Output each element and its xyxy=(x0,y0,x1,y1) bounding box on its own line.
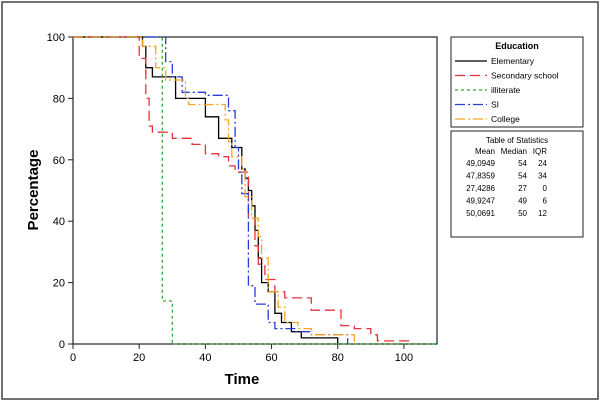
legend-label: SI xyxy=(491,100,499,110)
series-line-secondary-school xyxy=(73,36,412,344)
y-tick-label: 80 xyxy=(53,93,65,105)
axis-layer: 0 20 40 60 80 100 0 20 40 60 80 100 xyxy=(47,32,413,364)
series-line-elementary xyxy=(73,36,339,344)
stats-cell: 34 xyxy=(538,172,547,181)
stats-cell: 12 xyxy=(538,209,547,218)
stats-cell: 49,0949 xyxy=(466,159,495,168)
x-tick-label: 80 xyxy=(332,352,344,364)
legend-box xyxy=(450,36,584,128)
x-axis-label: Time xyxy=(225,371,260,388)
stats-cell: 50,0691 xyxy=(466,209,495,218)
y-axis-label: Percentage xyxy=(25,150,42,231)
stats-cell: 49 xyxy=(518,197,527,206)
x-tick-label: 60 xyxy=(265,352,277,364)
stats-rows: Mean Median IQR 49,0949 54 24 47,8359 54 34 27,42… xyxy=(466,147,547,218)
stats-cell: 27 xyxy=(518,184,527,193)
plot-area xyxy=(72,36,438,345)
legend-entries: Elementary Secondary school illiterate SI Co… xyxy=(455,56,559,124)
stats-header: Median xyxy=(501,147,527,156)
stats-cell: 0 xyxy=(543,184,548,193)
series-line-college xyxy=(73,36,355,344)
stats-cell: 6 xyxy=(543,197,548,206)
y-tick-label: 100 xyxy=(47,32,65,44)
stats-header: IQR xyxy=(533,147,547,156)
stats-cell: 47,8359 xyxy=(466,172,495,181)
y-tick-label: 20 xyxy=(53,278,65,290)
stats-cell: 54 xyxy=(518,172,527,181)
stats-cell: 27,4286 xyxy=(466,184,495,193)
y-tick-label: 0 xyxy=(59,339,65,351)
legend-label: Elementary xyxy=(491,56,535,66)
series-layer xyxy=(73,36,437,345)
y-tick-label: 40 xyxy=(53,216,65,228)
stats-cell: 24 xyxy=(538,159,547,168)
x-tick-label: 0 xyxy=(70,352,76,364)
stats-table-box xyxy=(450,130,584,238)
stats-cell: 54 xyxy=(518,159,527,168)
legend-label: illiterate xyxy=(491,85,521,95)
series-line-si xyxy=(73,36,349,344)
legend-label: College xyxy=(491,114,520,124)
stats-cell: 50 xyxy=(518,209,527,218)
legend-title: Education xyxy=(495,41,539,51)
stats-header: Mean xyxy=(475,147,495,156)
stats-table-title: Table of Statistics xyxy=(486,136,548,145)
legend: Education Elementary Secondary school illi… xyxy=(450,36,584,128)
x-tick-label: 100 xyxy=(395,352,413,364)
x-tick-label: 20 xyxy=(133,352,145,364)
stats-table: Table of Statistics Mean Median IQR 49,0949… xyxy=(450,130,584,238)
y-tick-label: 60 xyxy=(53,155,65,167)
x-tick-label: 40 xyxy=(199,352,211,364)
stats-cell: 49,9247 xyxy=(466,197,495,206)
legend-label: Secondary school xyxy=(491,71,559,81)
